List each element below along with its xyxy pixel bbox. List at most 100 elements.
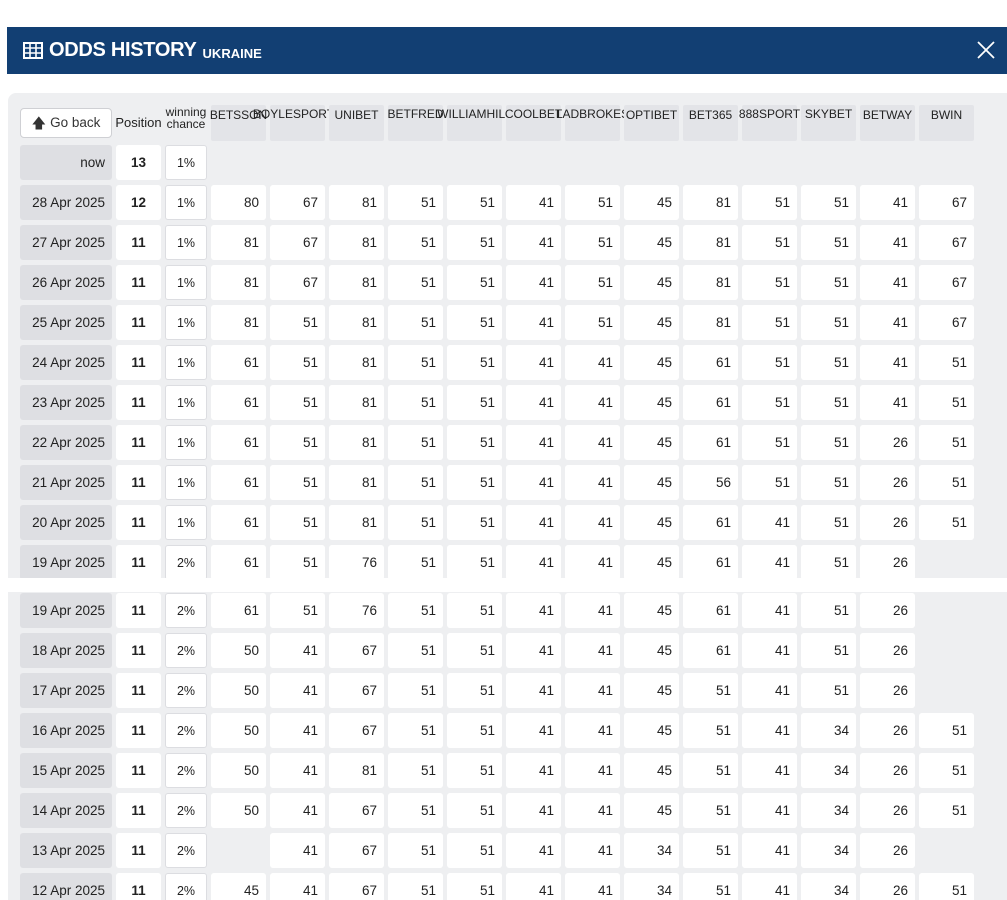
odds-cell: 51 (683, 833, 738, 868)
odds-cell: 51 (683, 873, 738, 900)
odds-cell: 41 (565, 673, 620, 708)
date-cell: 15 Apr 2025 (20, 753, 112, 788)
date-cell: 28 Apr 2025 (20, 185, 112, 220)
date-cell: 25 Apr 2025 (20, 305, 112, 340)
odds-cell: 41 (506, 833, 561, 868)
date-cell: now (20, 145, 112, 180)
odds-cell: 26 (860, 545, 915, 580)
odds-cell: 41 (506, 713, 561, 748)
odds-cell: 51 (388, 305, 443, 340)
odds-cell: 50 (211, 633, 266, 668)
odds-cell: 45 (624, 753, 679, 788)
bookmaker-name-line: WILLIAM (437, 107, 487, 121)
odds-cell: 26 (860, 713, 915, 748)
odds-cell: 41 (860, 185, 915, 220)
odds-cell (919, 545, 974, 580)
odds-cell: 26 (860, 833, 915, 868)
odds-cell: 81 (329, 305, 384, 340)
odds-cell: 51 (919, 873, 974, 900)
odds-cell: 51 (388, 505, 443, 540)
bookmaker-header: SKY BET (801, 105, 856, 141)
odds-cell: 51 (447, 793, 502, 828)
winning-chance-cell: 2% (165, 753, 207, 788)
odds-cell: 41 (506, 753, 561, 788)
bookmaker-name-line: BETWAY (862, 108, 913, 122)
odds-cell: 51 (683, 753, 738, 788)
winning-chance-cell: 2% (165, 545, 207, 580)
odds-cell: 51 (742, 265, 797, 300)
odds-cell: 81 (329, 425, 384, 460)
odds-cell: 26 (860, 505, 915, 540)
odds-cell: 51 (388, 185, 443, 220)
odds-cell: 41 (565, 873, 620, 900)
winning-chance-cell: 1% (165, 345, 207, 380)
table-row: 25 Apr 2025 11 1% 81 51 81 51 51 41 51 45 81 51 51 41 6… (20, 305, 978, 345)
winning-chance-cell: 1% (165, 145, 207, 180)
odds-cell: 51 (919, 713, 974, 748)
bookmaker-header: COOL BET (505, 105, 562, 141)
table-row: 28 Apr 2025 12 1% 80 67 81 51 51 41 51 45 81 51 51 41 6… (20, 185, 978, 225)
odds-cell: 81 (329, 505, 384, 540)
winning-chance-cell: 1% (165, 265, 207, 300)
table-row: 18 Apr 2025 11 2% 50 41 67 51 51 41 41 45 61 41 51 26 (20, 633, 978, 673)
position-cell: 11 (116, 305, 161, 340)
odds-cell: 67 (919, 185, 974, 220)
odds-cell: 51 (919, 425, 974, 460)
odds-cell: 50 (211, 673, 266, 708)
odds-cell: 51 (801, 593, 856, 628)
odds-cell: 81 (329, 465, 384, 500)
odds-cell: 51 (447, 505, 502, 540)
close-icon[interactable] (975, 39, 997, 61)
bookmaker-name-line: SPORT (758, 107, 801, 121)
odds-cell: 41 (860, 345, 915, 380)
bookmaker-name-line: BET365 (688, 108, 733, 122)
date-cell: 18 Apr 2025 (20, 633, 112, 668)
odds-cell: 51 (801, 465, 856, 500)
odds-cell: 81 (329, 385, 384, 420)
odds-cell: 41 (506, 225, 561, 260)
odds-table-bottom: 19 Apr 2025 11 2% 61 51 76 51 51 41 41 45 61 41 51 26 1… (20, 593, 978, 900)
odds-cell: 51 (447, 633, 502, 668)
odds-cell: 41 (565, 593, 620, 628)
odds-cell: 51 (801, 185, 856, 220)
odds-cell: 26 (860, 753, 915, 788)
go-back-label: Go back (50, 115, 101, 130)
odds-cell: 51 (683, 713, 738, 748)
table-row: 26 Apr 2025 11 1% 81 67 81 51 51 41 51 45 81 51 51 41 6… (20, 265, 978, 305)
odds-cell: 41 (742, 545, 797, 580)
odds-cell: 45 (211, 873, 266, 900)
odds-cell: 67 (329, 793, 384, 828)
odds-cell: 41 (742, 673, 797, 708)
odds-cell: 41 (565, 713, 620, 748)
odds-cell: 45 (624, 345, 679, 380)
odds-cell: 51 (919, 793, 974, 828)
odds-cell: 51 (742, 185, 797, 220)
odds-cell: 41 (506, 505, 561, 540)
winning-chance-cell: 1% (165, 465, 207, 500)
date-cell: 14 Apr 2025 (20, 793, 112, 828)
odds-cell: 80 (211, 185, 266, 220)
odds-cell: 51 (742, 345, 797, 380)
odds-cell: 51 (388, 833, 443, 868)
bookmaker-header: LAD BROKES (556, 105, 629, 141)
odds-cell: 51 (801, 265, 856, 300)
table-row: 15 Apr 2025 11 2% 50 41 81 51 51 41 41 45 51 41 34 26 5… (20, 753, 978, 793)
odds-cell: 51 (447, 713, 502, 748)
odds-cell: 61 (211, 545, 266, 580)
bookmaker-header: 888 SPORT (739, 105, 801, 141)
odds-cell: 51 (388, 793, 443, 828)
odds-cell: 41 (565, 465, 620, 500)
odds-cell: 51 (388, 753, 443, 788)
go-back-button[interactable]: 🡅 Go back (20, 108, 112, 138)
odds-cell: 67 (329, 833, 384, 868)
table-row: 21 Apr 2025 11 1% 61 51 81 51 51 41 41 45 56 51 51 26 5… (20, 465, 978, 505)
winning-chance-cell: 2% (165, 873, 207, 900)
odds-cell: 51 (388, 385, 443, 420)
bookmaker-name-line: LAD (555, 107, 580, 121)
position-cell: 11 (116, 225, 161, 260)
odds-cell: 61 (683, 633, 738, 668)
odds-cell: 81 (683, 185, 738, 220)
odds-cell: 51 (447, 545, 502, 580)
odds-cell: 61 (683, 425, 738, 460)
odds-cell: 41 (742, 833, 797, 868)
